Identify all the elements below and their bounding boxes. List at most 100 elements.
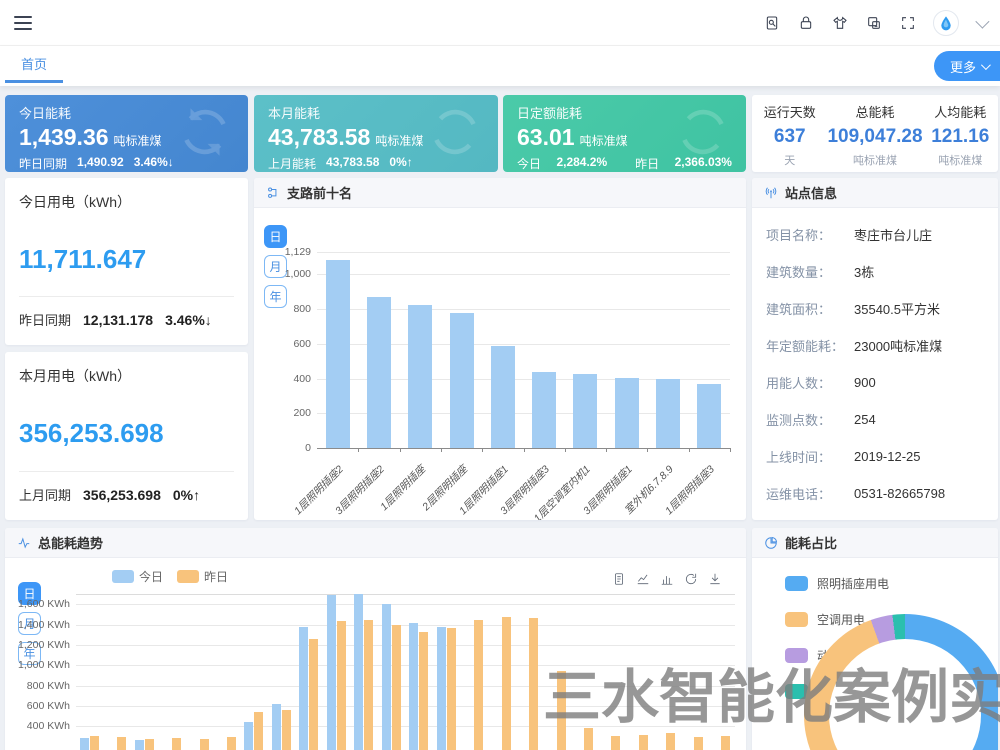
refresh-watermark-icon [422, 99, 488, 165]
trend-bar-今日 [299, 627, 308, 750]
foot-value: 356,253.698 [83, 487, 161, 503]
energy-trend-panel: 总能耗趋势 今日昨日 日 月 年 400 KWh600 KWh800 KWh1,… [5, 528, 746, 750]
menu-toggle-icon[interactable] [14, 16, 32, 30]
trend-bar-今日 [354, 594, 363, 750]
fullscreen-icon[interactable] [899, 14, 916, 31]
month-power-value: 356,253.698 [19, 418, 234, 449]
trend-bar-今日 [244, 722, 253, 750]
gridline [76, 625, 735, 626]
y-axis-label: 400 [265, 373, 311, 385]
row-label: 运维电话： [766, 484, 854, 503]
energy-share-panel: 能耗占比 照明插座用电空调用电动力用电特殊用电 [752, 528, 998, 750]
delta-badge: 0%↑ [173, 487, 200, 503]
site-info-row: 项目名称： 枣庄市台儿庄 [766, 216, 984, 253]
legend-item[interactable]: 照明插座用电 [785, 575, 889, 592]
hierarchy-icon [266, 186, 280, 200]
branch-bar [656, 379, 680, 448]
notepad-search-icon[interactable] [763, 14, 780, 31]
trend-bar-今日 [382, 604, 391, 750]
panel-title: 支路前十名 [287, 183, 352, 202]
trend-bar-昨日 [721, 736, 730, 750]
trend-bar-今日 [409, 623, 418, 750]
branch-top10-panel: 支路前十名 日 月 年 02004006008001,0001,1291层照明插… [254, 178, 746, 520]
site-info-row: 用能人数： 900 [766, 364, 984, 401]
pie-chart-icon [764, 536, 778, 550]
kpi-unit: 吨标准煤 [580, 134, 628, 148]
row-label: 上线时间： [766, 447, 854, 466]
kpi-unit: 吨标准煤 [114, 134, 162, 148]
branch-bar [491, 346, 515, 448]
trend-bar-昨日 [117, 737, 126, 750]
trend-bar-昨日 [337, 621, 346, 750]
trend-bar-今日 [272, 704, 281, 750]
y-axis-label: 1,129 [265, 246, 311, 258]
kpi-sub-value: 2,284.2% [556, 155, 607, 172]
gridline [76, 604, 735, 605]
y-axis-label: 800 [265, 303, 311, 315]
y-axis-label: 1,000 KWh [14, 659, 70, 671]
trend-bar-昨日 [419, 632, 428, 750]
branch-bar [573, 374, 597, 448]
row-value: 254 [854, 412, 876, 427]
y-axis-label: 600 [265, 338, 311, 350]
kpi-sub-delta: 3.46%↓ [134, 155, 174, 172]
kpi-sub-label: 昨日同期 [19, 155, 67, 172]
trend-bar-昨日 [392, 625, 401, 750]
stat-running-days: 运行天数 637 天 [752, 95, 827, 172]
y-axis-label: 1,200 KWh [14, 639, 70, 651]
branch-bar [326, 260, 350, 448]
trend-bar-昨日 [282, 710, 291, 750]
row-value: 3栋 [854, 262, 874, 281]
foot-label: 上月同期 [19, 485, 71, 504]
refresh-watermark-icon [670, 99, 736, 165]
row-value: 23000吨标准煤 [854, 336, 942, 355]
panel-title: 今日用电（kWh） [19, 192, 234, 212]
trend-bar-昨日 [145, 739, 154, 750]
branch-bar [615, 378, 639, 448]
kpi-value: 1,439.36 [19, 124, 109, 150]
y-axis-label: 1,000 [265, 268, 311, 280]
trend-bar-昨日 [529, 618, 538, 750]
y-axis-label: 200 [265, 407, 311, 419]
delta-badge: 3.46%↓ [165, 312, 212, 328]
y-axis-label: 1,400 KWh [14, 619, 70, 631]
site-info-panel: 站点信息 项目名称： 枣庄市台儿庄建筑数量： 3栋建筑面积： 35540.5平方… [752, 178, 998, 520]
theme-shirt-icon[interactable] [831, 14, 848, 31]
water-drop-logo-icon [938, 15, 954, 31]
trend-bar-昨日 [666, 733, 675, 750]
branch-bar [367, 297, 391, 448]
branch-bar [450, 313, 474, 448]
y-axis-label: 600 KWh [14, 700, 70, 712]
lock-icon[interactable] [797, 14, 814, 31]
site-info-row: 建筑数量： 3栋 [766, 253, 984, 290]
gridline [76, 645, 735, 646]
trend-bar-昨日 [557, 671, 566, 750]
row-value: 2019-12-25 [854, 449, 921, 464]
tab-home[interactable]: 首页 [5, 46, 63, 83]
gridline [317, 252, 730, 253]
more-button[interactable]: 更多 [934, 51, 1000, 81]
avatar[interactable] [933, 10, 959, 36]
gridline [76, 686, 735, 687]
site-info-row: 上线时间： 2019-12-25 [766, 438, 984, 475]
trend-bar-昨日 [364, 620, 373, 750]
trend-bar-今日 [80, 738, 89, 750]
trend-bar-昨日 [309, 639, 318, 750]
gridline [76, 665, 735, 666]
row-value: 35540.5平方米 [854, 299, 940, 318]
gridline [317, 274, 730, 275]
gridline [76, 706, 735, 707]
today-power-value: 11,711.647 [19, 244, 234, 275]
gridline [76, 726, 735, 727]
legend-swatch [785, 648, 808, 663]
trend-bar-昨日 [90, 736, 99, 750]
row-label: 年定额能耗： [766, 336, 854, 355]
kpi-sub-delta: 0%↑ [389, 155, 412, 172]
row-label: 用能人数： [766, 373, 854, 392]
row-label: 建筑面积： [766, 299, 854, 318]
branch-bar-chart: 02004006008001,0001,1291层照明插座23层照明插座21层照… [254, 208, 746, 520]
divider [19, 471, 234, 472]
chevron-down-icon[interactable] [975, 14, 989, 28]
language-copy-icon[interactable] [865, 14, 882, 31]
stat-total-energy: 总能耗 109,047.28 吨标准煤 [827, 95, 922, 172]
